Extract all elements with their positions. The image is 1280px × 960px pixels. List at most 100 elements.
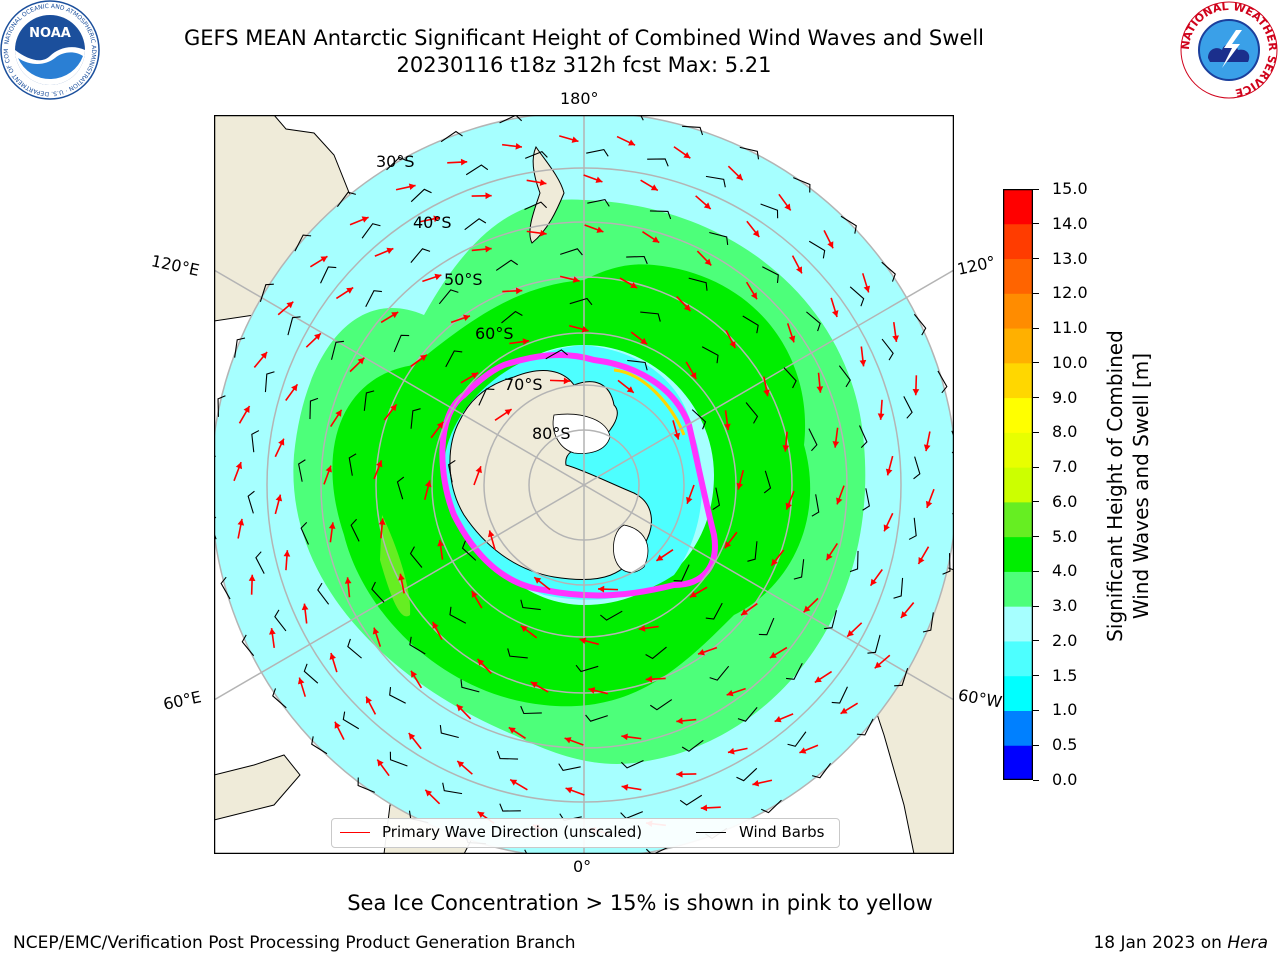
wind-barb [357,777,375,793]
wave-arrow-head [378,518,386,525]
wind-barb [808,240,826,259]
wind-barbs [214,115,954,854]
wave-arrow-head [683,304,691,312]
colorbar-tick-label: 1.5 [1052,665,1078,685]
wave-arrow-head [475,466,482,474]
lat-label-40s: 40°S [413,213,452,232]
colorbar-tick-mark [1033,188,1039,190]
colorbar-tick-mark [1033,431,1039,433]
wind-barb [881,338,894,361]
colorbar-tick-label: 5.0 [1052,526,1078,546]
wave-arrow-head [520,625,528,633]
wind-barb [294,234,312,252]
wave-arrow-head [456,704,464,712]
wave-arrow-head [377,759,384,767]
wave-arrow-head [676,717,683,725]
colorbar-segment [1003,675,1033,711]
colorbar-tick-label: 0.5 [1052,735,1078,755]
colorbar [1003,189,1033,780]
map-subtitle: 20230116 t18z 312h fcst Max: 5.21 [396,53,772,77]
wind-barb [447,459,456,483]
colorbar-segment [1003,467,1033,503]
wave-arrow-head [463,314,470,322]
colorbar-segment [1003,362,1033,399]
wind-barb [317,582,330,605]
wind-barb [640,311,661,322]
wind-barb [442,782,463,795]
colorbar-tick-label: 15.0 [1052,179,1088,198]
wave-arrow-head [724,423,731,431]
wave-arrow-head [726,689,734,697]
wind-barb [363,390,375,411]
wind-barb [621,115,644,121]
wave-arrow-head [260,352,268,359]
wave-arrow-head [460,158,468,166]
colorbar-tick-mark [1033,223,1039,225]
lon-label-120w: 120° [955,252,998,279]
wind-barb [903,396,913,419]
wind-barb [627,359,648,371]
wind-barb [783,367,797,389]
wind-barb [298,459,306,482]
wind-barb [371,581,385,603]
wave-arrow-head [923,444,931,452]
wind-barb [247,490,255,514]
wave-arrow-head [297,677,305,685]
wind-barb [255,551,265,574]
wind-barb [558,763,581,771]
barb-legend-line [696,832,726,833]
colorbar-segment [1003,571,1033,607]
map-title: GEFS MEAN Antarctic Significant Height o… [183,26,985,50]
wind-barb [793,559,805,580]
wave-arrow-head [471,372,479,379]
wind-barb [849,550,859,573]
wave-arrow-head [741,608,749,616]
wind-barb [499,803,521,812]
wave-arrow-head [752,230,760,237]
wind-barb [811,494,820,517]
colorbar-tick-label: 8.0 [1052,422,1078,442]
wave-arrow-head [376,460,383,468]
wave-arrow-head [638,625,646,632]
wind-barb [626,255,648,265]
wave-arrow-head [900,611,908,618]
wind-barb [600,610,623,621]
colorbar-tick-mark [1033,709,1039,711]
colorbar-segment [1003,258,1033,294]
wind-barb [520,599,541,611]
wind-barb [787,731,807,747]
wind-barb [569,297,593,306]
colorbar-tick-mark [1033,779,1039,781]
wave-arrow-head [826,553,833,561]
wind-barb [881,261,896,282]
wave-arrow-head [485,192,492,200]
wind-barb [545,349,568,360]
wave-arrow-head [925,500,933,508]
wave-arrow-head [275,494,283,502]
footer-date: 18 Jan 2023 on Hera [1093,933,1268,953]
wave-arrow-head [836,497,843,505]
wave-arrow-head [645,675,653,683]
wave-arrow-head [700,804,708,812]
wave-arrow-head [782,445,790,452]
wave-arrow-head [334,721,341,729]
noaa-logo: NATIONAL OCEANIC AND ATMOSPHERIC ADMINIS… [0,0,100,100]
wave-arrow-head [325,465,332,473]
wave-arrow-head [357,357,365,365]
lat-label-30s: 30°S [376,152,415,171]
wind-barb [251,430,260,453]
wind-barb [524,849,528,854]
wave-arrow-head [840,707,848,714]
wind-barb [859,425,868,449]
colorbar-tick-label: 14.0 [1052,213,1088,233]
colorbar-tick-label: 4.0 [1052,561,1078,581]
colorbar-tick-mark [1033,605,1039,607]
colorbar-tick-mark [1033,640,1039,642]
lat-label-50s: 50°S [444,270,483,289]
ice-shelf-ross [552,413,611,454]
colorbar-tick-mark [1033,744,1039,746]
wind-barb [913,456,921,480]
colorbar-segment [1003,606,1033,642]
wind-barb [272,688,287,709]
wave-arrow-head [433,215,441,223]
